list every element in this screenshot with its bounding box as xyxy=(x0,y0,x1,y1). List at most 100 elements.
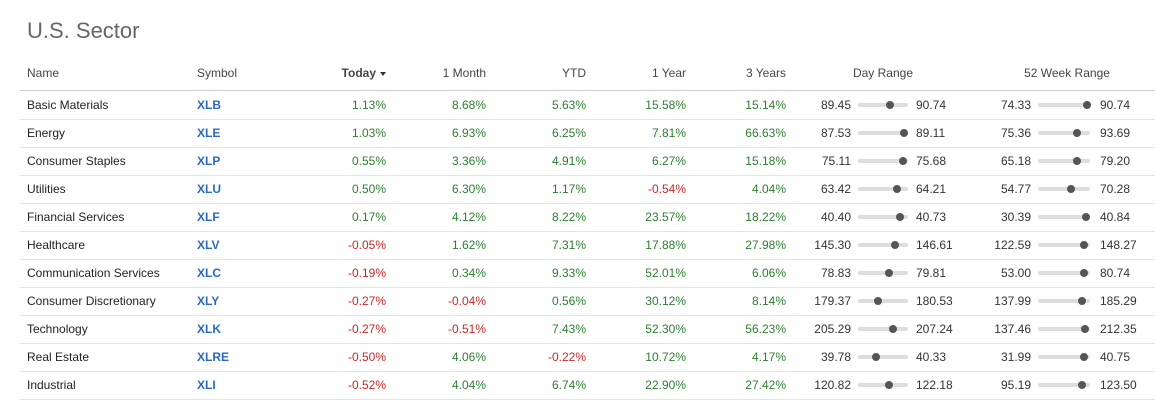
range-high: 79.20 xyxy=(1100,154,1131,168)
symbol-link[interactable]: XLC xyxy=(197,266,221,280)
one-month: 6.30% xyxy=(451,182,486,196)
range-high: 70.28 xyxy=(1100,182,1131,196)
range-track xyxy=(1038,131,1090,135)
range-track xyxy=(1038,327,1090,331)
range-low: 74.33 xyxy=(1000,98,1031,112)
symbol-link[interactable]: XLE xyxy=(197,126,221,140)
three-years: 15.14% xyxy=(745,98,786,112)
column-header[interactable]: YTD xyxy=(562,66,586,80)
today: -0.05% xyxy=(347,238,386,252)
range-high: 90.74 xyxy=(1100,98,1131,112)
three-years: 15.18% xyxy=(745,154,786,168)
range-dot xyxy=(1066,185,1075,193)
symbol-link[interactable]: XLV xyxy=(197,238,220,252)
row-divider xyxy=(20,231,1155,232)
sector-name: Communication Services xyxy=(27,266,160,280)
range-low: 145.30 xyxy=(814,238,851,252)
sort-arrow xyxy=(380,71,386,76)
range-track xyxy=(1038,355,1090,359)
range-dot xyxy=(1073,157,1082,165)
today: 0.55% xyxy=(351,154,386,168)
three-years: 56.23% xyxy=(745,322,786,336)
sector-name: Consumer Staples xyxy=(27,154,126,168)
column-header[interactable]: 52 Week Range xyxy=(1024,66,1110,80)
range-high: 180.53 xyxy=(916,294,953,308)
range-low: 137.46 xyxy=(994,322,1031,336)
range-high: 148.27 xyxy=(1100,238,1137,252)
range-low: 179.37 xyxy=(814,294,851,308)
column-header[interactable]: Day Range xyxy=(852,66,914,80)
range-low: 53.00 xyxy=(1000,266,1031,280)
range-dot xyxy=(1081,213,1090,221)
column-header[interactable]: Name xyxy=(27,66,60,80)
range-dot xyxy=(889,325,898,333)
symbol-link[interactable]: XLP xyxy=(197,154,221,168)
today: 1.13% xyxy=(351,98,386,112)
three-years: 18.22% xyxy=(745,210,786,224)
row-divider xyxy=(20,175,1155,176)
sector-name: Consumer Discretionary xyxy=(27,294,156,308)
row-divider xyxy=(20,287,1155,288)
symbol-link[interactable]: XLB xyxy=(197,98,221,112)
row-divider xyxy=(20,343,1155,344)
ytd: -0.22% xyxy=(547,350,586,364)
symbol-link[interactable]: XLRE xyxy=(197,350,230,364)
ytd: 0.56% xyxy=(551,294,586,308)
row-divider xyxy=(20,203,1155,204)
column-header[interactable]: Symbol xyxy=(197,66,238,80)
column-header[interactable]: 1 Year xyxy=(651,66,686,80)
sector-name: Technology xyxy=(27,322,88,336)
range-low: 120.82 xyxy=(814,378,851,392)
range-low: 39.78 xyxy=(820,350,851,364)
range-track xyxy=(858,299,908,303)
three-years: 4.17% xyxy=(751,350,786,364)
range-dot xyxy=(885,269,894,277)
ytd: 4.91% xyxy=(551,154,586,168)
range-track xyxy=(858,271,908,275)
range-track xyxy=(1038,271,1090,275)
ytd: 9.33% xyxy=(551,266,586,280)
range-track xyxy=(1038,159,1090,163)
sector-name: Financial Services xyxy=(27,210,125,224)
range-low: 30.39 xyxy=(1000,210,1031,224)
range-high: 79.81 xyxy=(916,266,947,280)
three-years: 66.63% xyxy=(745,126,786,140)
range-dot xyxy=(884,381,893,389)
today: -0.52% xyxy=(347,378,386,392)
one-month: 4.12% xyxy=(451,210,486,224)
column-header[interactable]: 1 Month xyxy=(442,66,486,80)
range-low: 65.18 xyxy=(1000,154,1031,168)
range-high: 93.69 xyxy=(1100,126,1131,140)
range-dot xyxy=(898,157,907,165)
one-year: 52.30% xyxy=(645,322,686,336)
range-dot xyxy=(1078,297,1087,305)
range-track xyxy=(1038,215,1090,219)
symbol-link[interactable]: XLK xyxy=(197,322,221,336)
range-low: 31.99 xyxy=(1000,350,1031,364)
range-high: 40.84 xyxy=(1100,210,1131,224)
today: -0.27% xyxy=(347,294,386,308)
symbol-link[interactable]: XLY xyxy=(197,294,220,308)
symbol-link[interactable]: XLU xyxy=(197,182,221,196)
range-low: 95.19 xyxy=(1000,378,1031,392)
range-high: 185.29 xyxy=(1100,294,1137,308)
range-track xyxy=(1038,103,1090,107)
range-dot xyxy=(896,213,905,221)
one-month: 4.06% xyxy=(451,350,486,364)
column-header[interactable]: Today xyxy=(266,66,386,80)
range-low: 75.11 xyxy=(821,154,851,168)
symbol-link[interactable]: XLF xyxy=(197,210,220,224)
range-dot xyxy=(1079,353,1088,361)
range-low: 78.83 xyxy=(820,266,851,280)
range-low: 54.77 xyxy=(1000,182,1031,196)
header-divider xyxy=(20,90,1155,91)
range-dot xyxy=(886,101,895,109)
row-divider xyxy=(20,371,1155,372)
range-track xyxy=(1038,187,1090,191)
column-header[interactable]: 3 Years xyxy=(745,66,786,80)
symbol-link[interactable]: XLI xyxy=(197,378,216,392)
one-month: -0.51% xyxy=(447,322,486,336)
one-year: 17.88% xyxy=(645,238,686,252)
ytd: 6.74% xyxy=(551,378,586,392)
